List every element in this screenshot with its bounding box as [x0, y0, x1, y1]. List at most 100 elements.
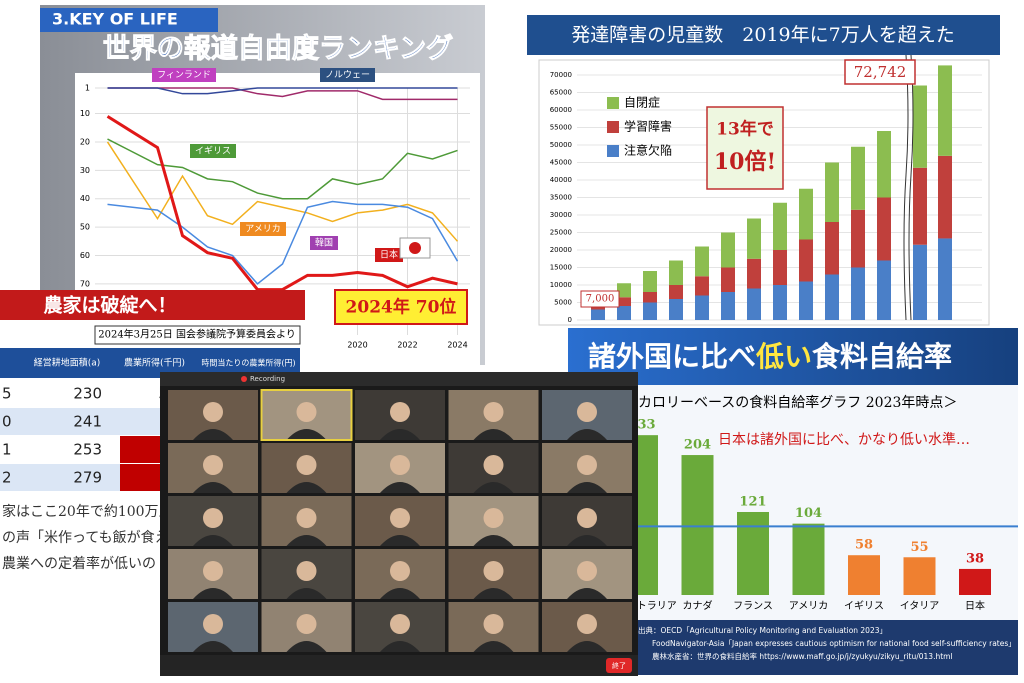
bar-segment: [669, 285, 683, 299]
participant-head: [203, 561, 223, 581]
participant-head: [203, 614, 223, 634]
legend-label: 注意欠陥: [624, 143, 672, 158]
bar-segment: [825, 162, 839, 222]
bar-segment: [643, 292, 657, 303]
participant-body: [473, 482, 514, 493]
legend-label: ノルウェー: [325, 70, 370, 81]
bar-segment: [773, 285, 787, 320]
y-tick-label: 10000: [550, 281, 572, 289]
bar-segment: [747, 218, 761, 259]
y-tick-label: 45000: [550, 159, 572, 167]
participant-head: [483, 508, 504, 528]
legend-swatch: [607, 121, 619, 133]
zoom-window: Recording 終了: [160, 372, 638, 676]
title-part: 諸外国に比べ: [588, 340, 756, 373]
participant-head: [296, 561, 317, 581]
legend-label: 日本: [380, 249, 398, 261]
bar-segment: [773, 250, 787, 285]
x-tick-label: イギリス: [844, 600, 884, 612]
series-line: [107, 87, 458, 101]
participant-body: [193, 588, 233, 599]
y-tick-label: 35000: [550, 194, 572, 202]
y-tick-label: 60000: [550, 106, 572, 114]
bar-segment: [913, 244, 927, 320]
dev-slide: 発達障害の児童数 2019年に7万人を超えた 0 5000 10000 15000 20…: [527, 15, 1000, 330]
slide-title: 発達障害の児童数 2019年に7万人を超えた: [571, 24, 954, 46]
bar: [848, 555, 880, 595]
subtitle: カロリーベースの食料自給率グラフ 2023年時点＞: [638, 394, 957, 411]
participant-body: [473, 535, 514, 546]
annotation: 日本は諸外国に比べ、かなり低い水準…: [718, 432, 970, 448]
y-tick-label: 60: [80, 251, 90, 260]
participant-head: [483, 455, 504, 475]
participant-head: [390, 402, 410, 422]
header-bar: [527, 15, 1000, 55]
bar-segment: [721, 292, 735, 320]
y-tick-label: 5000: [554, 299, 572, 307]
participant-head: [483, 402, 504, 422]
participant-body: [286, 429, 327, 440]
bar-segment: [799, 188, 813, 240]
bar: [681, 455, 714, 595]
participant-head: [203, 455, 223, 475]
bar-segment: [799, 281, 813, 320]
y-tick-label: 65000: [550, 89, 572, 97]
y-tick-label: 70000: [550, 71, 572, 79]
annotation-box: [706, 106, 784, 190]
subtitle-box: [94, 325, 301, 345]
source-line: FoodNavigator-Asia「Japan expresses cauti…: [652, 639, 1016, 648]
legend-box: [310, 236, 338, 250]
legend-label: フィンランド: [157, 70, 211, 81]
participant-body: [286, 641, 327, 652]
title-part: 低い: [755, 340, 812, 373]
press-slide: 3.KEY OF LIFE 世界の報道自由度ランキング 1 10 20 30 40 50 6…: [40, 5, 485, 365]
y-tick-label: 40000: [550, 176, 572, 184]
annotation-box: [844, 59, 916, 85]
bar-segment: [617, 283, 631, 298]
header-cell: 農業所得(千円): [124, 357, 185, 369]
participant-body: [567, 535, 607, 546]
table-cell: 1: [2, 441, 12, 459]
x-tick-label: 2022: [397, 341, 417, 350]
participant-body: [567, 641, 607, 652]
legend-box: [190, 144, 236, 158]
x-tick-label: アメリカ: [789, 600, 829, 612]
participant-head: [296, 455, 317, 475]
bar: [737, 511, 769, 595]
legend-box: [375, 248, 403, 262]
x-tick-label: フランス: [733, 600, 773, 612]
bar-segment: [591, 309, 605, 320]
x-tick-label: 2020: [347, 341, 367, 350]
legend-label: アメリカ: [245, 224, 281, 235]
participant-body: [380, 429, 420, 440]
slide-title: 農家は破綻へ！: [43, 294, 176, 317]
y-tick-label: 15000: [550, 264, 572, 272]
header-cell: 時間当たりの農業所得(円): [201, 358, 295, 368]
participant-body: [286, 588, 327, 599]
slide-title: 諸外国に比べ低い食料自給率: [588, 340, 952, 373]
participant-body: [567, 429, 607, 440]
legend-box: [320, 68, 375, 82]
bar-segment: [669, 299, 683, 320]
bar-segment: [643, 271, 657, 292]
participant-head: [483, 561, 504, 581]
end-button[interactable]: [606, 658, 632, 673]
chart-frame: [538, 59, 990, 326]
series-line: [106, 141, 459, 242]
x-tick-label: カナダ: [683, 599, 713, 612]
bar-segment: [617, 306, 631, 320]
value-label: 204: [684, 438, 711, 453]
bar-segment: [938, 65, 952, 156]
value-label: 58: [855, 538, 873, 553]
participant-body: [567, 482, 607, 493]
value-label: 121: [739, 494, 766, 509]
legend-box: [240, 222, 286, 236]
participant-body: [380, 641, 420, 652]
bar-segment: [877, 197, 891, 261]
bar-segment: [747, 288, 761, 320]
source-line: 農林水産省：世界の食料自給率 https://www.maff.go.jp/j/…: [652, 651, 953, 661]
header-bar: [0, 290, 305, 320]
participant-body: [473, 588, 514, 599]
bar-segment: [799, 239, 813, 282]
participant-body: [380, 588, 420, 599]
